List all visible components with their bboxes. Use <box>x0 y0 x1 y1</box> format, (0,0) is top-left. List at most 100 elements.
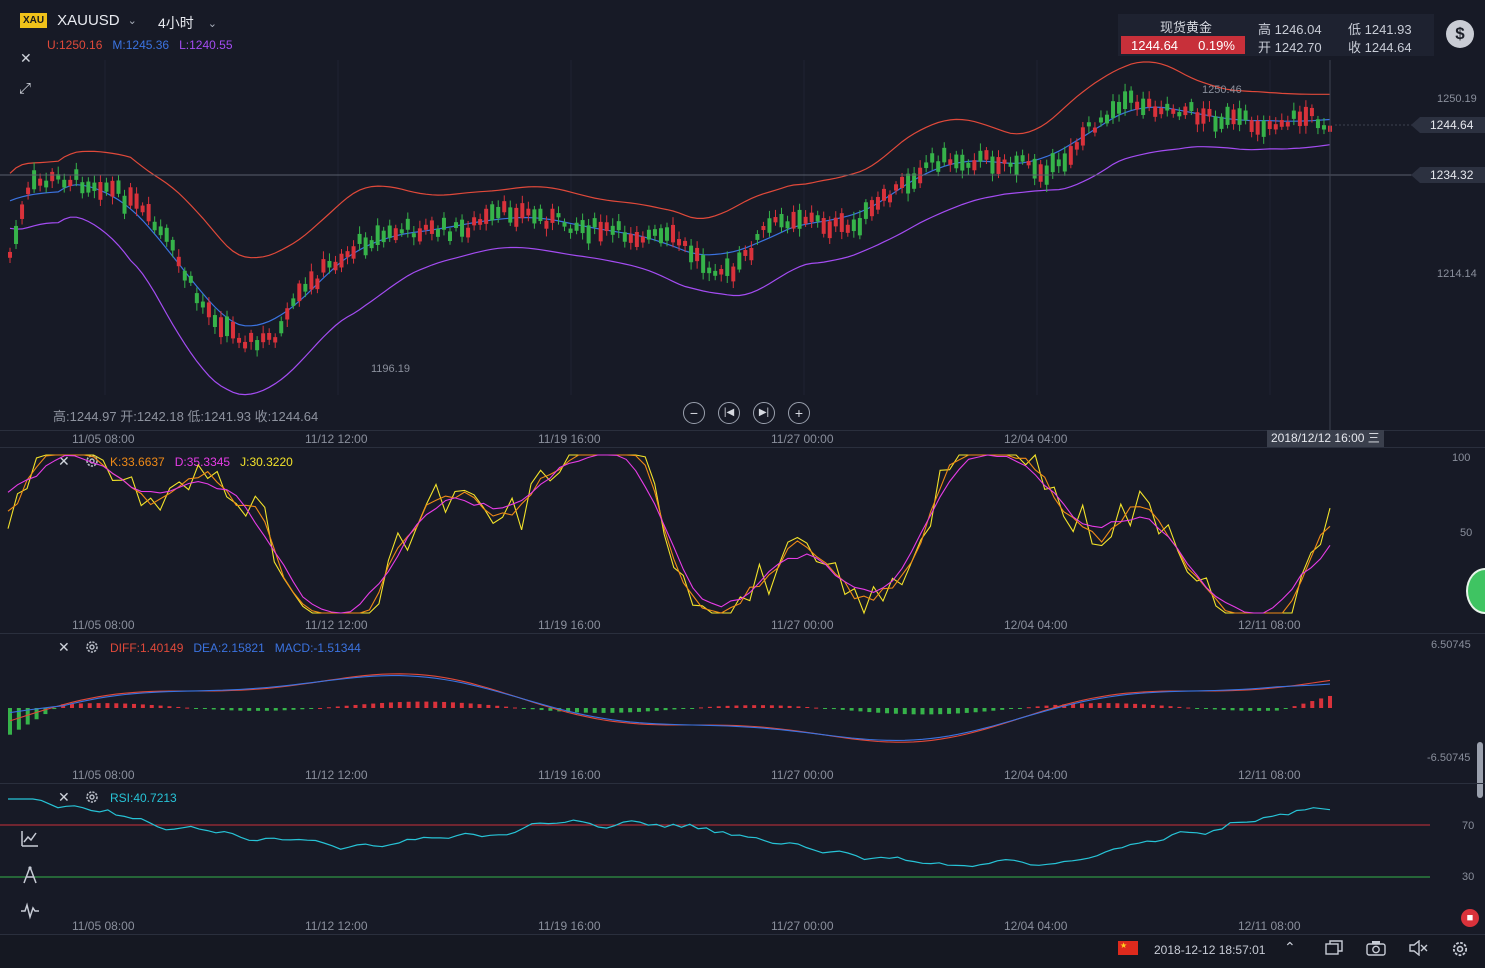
quote-close: 收 1244.64 <box>1348 40 1412 55</box>
close-icon[interactable]: ✕ <box>58 789 70 805</box>
time-tick-label: 12/04 04:00 <box>1004 618 1068 632</box>
camera-icon[interactable] <box>1366 940 1386 956</box>
boll-legend: U:1250.16 M:1245.36 L:1240.55 <box>47 38 233 52</box>
time-tick-label: 11/27 00:00 <box>771 618 834 632</box>
time-tick-label: 11/05 08:00 <box>72 919 135 933</box>
timeframe-label: 4小时 <box>158 15 194 31</box>
time-tick-label: 12/11 08:00 <box>1238 618 1301 632</box>
time-tick-label: 11/12 12:00 <box>305 768 368 782</box>
time-tick-label: 11/19 16:00 <box>538 618 601 632</box>
china-flag-icon: ★ <box>1118 941 1138 955</box>
dollar-icon[interactable]: $ <box>1446 20 1474 48</box>
symbol-name: XAUUSD <box>57 12 120 29</box>
macd-diff-line <box>9 673 1331 743</box>
collapse-icon[interactable]: ⤢ <box>19 80 32 97</box>
time-tick-label: 12/11 08:00 <box>1238 768 1301 782</box>
jump-end-button[interactable]: ▶| <box>753 402 775 424</box>
boll-lower-line <box>9 144 1331 396</box>
zoom-out-button[interactable]: − <box>683 402 705 424</box>
window-icon[interactable] <box>1325 940 1343 956</box>
macd-chart[interactable] <box>0 633 1485 783</box>
boll-lower-value: L:1240.55 <box>179 38 233 52</box>
quote-price-badge: 1244.64 0.19% <box>1121 36 1245 54</box>
axis-label-bottom: 1214.14 <box>1437 268 1477 280</box>
kdj-j-line <box>7 453 1331 615</box>
rsi-chart[interactable] <box>0 783 1485 933</box>
rsi-axis-70: 70 <box>1462 820 1475 832</box>
kdj-axis-50: 50 <box>1460 527 1473 539</box>
time-tick-label: 12/11 08:00 <box>1238 919 1301 933</box>
alert-icon[interactable]: ■ <box>1461 909 1479 927</box>
quote-open: 开 1242.70 <box>1258 40 1322 55</box>
ohlc-readout: 高:1244.97 开:1242.18 低:1241.93 收:1244.64 <box>53 409 319 424</box>
scrollbar-thumb[interactable] <box>1477 742 1483 798</box>
macd-legend: DIFF:1.40149 DEA:2.15821 MACD:-1.51344 <box>110 641 361 655</box>
macd-dea-line <box>9 675 1331 741</box>
price-chart[interactable] <box>0 0 1485 430</box>
time-tick-label: 11/12 12:00 <box>305 432 368 446</box>
gold-badge-icon: XAU <box>20 13 48 28</box>
waveform-icon[interactable] <box>20 901 40 921</box>
low-marker-label: 1196.19 <box>371 363 410 375</box>
close-icon[interactable]: ✕ <box>58 639 70 655</box>
time-tick-label: 11/27 00:00 <box>771 432 834 446</box>
time-tick-label: 11/19 16:00 <box>538 768 601 782</box>
time-tick-label: 11/27 00:00 <box>771 768 834 782</box>
gear-icon[interactable] <box>84 639 100 655</box>
close-icon[interactable]: ✕ <box>58 453 70 469</box>
gear-icon[interactable] <box>84 789 100 805</box>
timeframe-selector[interactable]: 4小时 ⌄ <box>158 13 217 33</box>
macd-value: MACD:-1.51344 <box>274 641 361 655</box>
kdj-d-line <box>7 454 1331 614</box>
quote-high: 高 1246.04 <box>1258 22 1322 37</box>
chevron-up-icon[interactable]: ⌃ <box>1284 939 1296 955</box>
time-tick-label: 11/12 12:00 <box>305 919 368 933</box>
current-price-tag: 1244.64 <box>1411 117 1485 133</box>
high-marker-label: 1250.46 <box>1202 84 1242 96</box>
kdj-axis-100: 100 <box>1452 452 1471 464</box>
status-datetime: 2018-12-12 18:57:01 <box>1154 943 1266 957</box>
kdj-k-line <box>7 454 1331 614</box>
quote-panel: 现货黄金 1244.64 0.19% 高 1246.04 开 1242.70 低… <box>1118 14 1434 56</box>
close-icon[interactable]: ✕ <box>20 50 32 66</box>
boll-upper-value: U:1250.16 <box>47 38 103 52</box>
kdj-d-value: D:35.3345 <box>174 455 231 469</box>
settings-gear-icon[interactable] <box>1451 940 1469 958</box>
time-tick-label: 12/04 04:00 <box>1004 432 1068 446</box>
boll-mid-line <box>9 106 1331 327</box>
macd-axis-top: 6.50745 <box>1431 639 1471 651</box>
quote-change: 0.19% <box>1198 37 1235 53</box>
symbol-selector[interactable]: XAU XAUUSD ⌄ <box>20 12 137 29</box>
jump-start-button[interactable]: |◀ <box>718 402 740 424</box>
crosshair-time-tag: 2018/12/12 16:00 三 <box>1267 430 1384 447</box>
kdj-k-value: K:33.6637 <box>110 455 165 469</box>
time-tick-label: 12/04 04:00 <box>1004 919 1068 933</box>
macd-diff-value: DIFF:1.40149 <box>110 641 184 655</box>
kdj-j-value: J:30.3220 <box>240 455 293 469</box>
quote-low: 低 1241.93 <box>1348 22 1412 37</box>
time-tick-label: 11/05 08:00 <box>72 768 135 782</box>
kdj-chart[interactable] <box>0 447 1485 633</box>
chevron-down-icon: ⌄ <box>207 17 218 30</box>
time-tick-label: 11/05 08:00 <box>72 432 135 446</box>
boll-upper-line <box>9 61 1330 259</box>
crosshair-price-tag: 1234.32 <box>1411 167 1485 183</box>
status-bar <box>0 934 1485 968</box>
boll-mid-value: M:1245.36 <box>112 38 170 52</box>
macd-axis-bottom: -6.50745 <box>1427 752 1471 764</box>
indicator-chart-icon[interactable] <box>20 828 40 848</box>
zoom-in-button[interactable]: + <box>788 402 810 424</box>
time-tick-label: 11/05 08:00 <box>72 618 135 632</box>
macd-dea-value: DEA:2.15821 <box>193 641 265 655</box>
chevron-down-icon: ⌄ <box>127 15 137 27</box>
drawing-tool-icon[interactable] <box>20 865 40 885</box>
time-tick-label: 11/27 00:00 <box>771 919 834 933</box>
mute-icon[interactable] <box>1408 940 1428 956</box>
kdj-legend: K:33.6637 D:35.3345 J:30.3220 <box>110 455 293 469</box>
time-tick-label: 11/19 16:00 <box>538 432 601 446</box>
rsi-legend: RSI:40.7213 <box>110 791 177 805</box>
time-tick-label: 11/19 16:00 <box>538 919 601 933</box>
quote-name: 现货黄金 <box>1160 20 1213 35</box>
time-tick-label: 12/04 04:00 <box>1004 768 1068 782</box>
axis-label-top: 1250.19 <box>1437 93 1477 105</box>
